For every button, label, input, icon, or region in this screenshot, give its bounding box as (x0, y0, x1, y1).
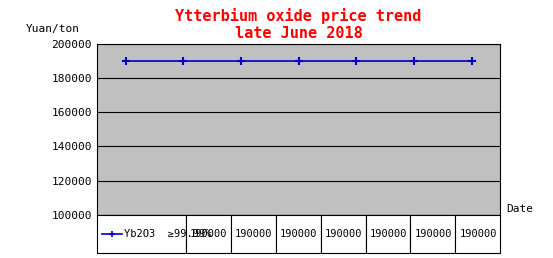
Title: Ytterbium oxide price trend
late June 2018: Ytterbium oxide price trend late June 20… (175, 8, 422, 41)
Text: Date: Date (506, 204, 533, 214)
Text: Yuan/ton: Yuan/ton (26, 23, 80, 34)
Text: Yb2O3  ≥99.99%: Yb2O3 ≥99.99% (124, 229, 212, 239)
